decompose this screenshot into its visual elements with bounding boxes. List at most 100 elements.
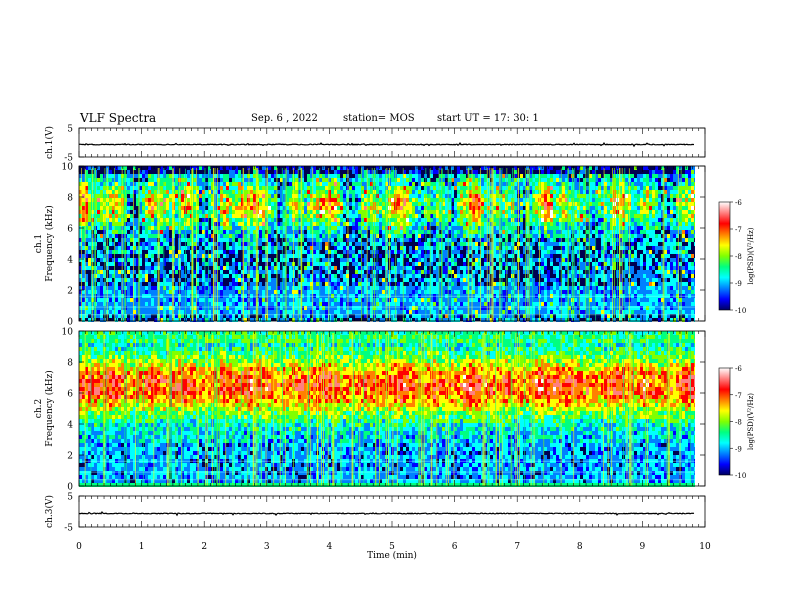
spectrogram-cell	[319, 282, 322, 286]
spectrogram-cell	[139, 190, 142, 194]
spectrogram-cell	[118, 270, 121, 274]
spectrogram-cell	[508, 218, 511, 222]
spectrogram-cell	[85, 234, 88, 238]
spectrogram-cell	[136, 274, 139, 278]
spectrogram-cell	[82, 222, 85, 226]
spectrogram-cell	[193, 206, 196, 210]
spectrogram-cell	[316, 206, 319, 210]
spectrogram-cell	[208, 202, 211, 206]
spectrogram-cell	[145, 310, 148, 314]
spectrogram-cell	[247, 246, 250, 250]
spectrogram-cell	[460, 278, 463, 282]
spectrogram-cell	[262, 178, 265, 182]
spectrogram-cell	[343, 298, 346, 302]
spectrogram-cell	[496, 310, 499, 314]
spectrogram-cell	[364, 178, 367, 182]
spectrogram-cell	[85, 302, 88, 306]
spectrogram-cell	[253, 266, 256, 270]
spectrogram-cell	[103, 222, 106, 226]
spectrogram-cell	[232, 226, 235, 230]
spectrogram-cell	[445, 186, 448, 190]
spectrogram-cell	[217, 210, 220, 214]
spectrogram-cell	[277, 302, 280, 306]
spectrogram-cell	[232, 310, 235, 314]
spectrogram-cell	[202, 198, 205, 202]
spectrogram-cell	[322, 210, 325, 214]
spectrogram-cell	[340, 310, 343, 314]
spectrogram-cell	[142, 210, 145, 214]
spectrogram-cell	[193, 238, 196, 242]
spectrogram-cell	[166, 238, 169, 242]
spectrogram-cell	[250, 202, 253, 206]
spectrogram-cell	[262, 234, 265, 238]
spectrogram-cell	[283, 286, 286, 290]
spectrogram-cell	[79, 278, 82, 282]
spectrogram-cell	[277, 270, 280, 274]
spectrogram-cell	[496, 250, 499, 254]
spectrogram-cell	[196, 258, 199, 262]
spectrogram-cell	[496, 210, 499, 214]
spectrogram-cell	[322, 214, 325, 218]
spectrogram-cell	[109, 302, 112, 306]
spectrogram-cell	[439, 226, 442, 230]
spectrogram-cell	[211, 238, 214, 242]
spectrogram-cell	[430, 206, 433, 210]
spectrogram-cell	[202, 190, 205, 194]
spectrogram-cell	[223, 214, 226, 218]
spectrogram-cell	[343, 302, 346, 306]
spectrogram-cell	[199, 286, 202, 290]
spectrogram-cell	[406, 226, 409, 230]
spectrogram-cell	[268, 222, 271, 226]
spectrogram-cell	[328, 230, 331, 234]
spectrogram-cell	[349, 242, 352, 246]
spectrogram-cell	[166, 194, 169, 198]
spectrogram-cell	[211, 234, 214, 238]
spectrogram-cell	[406, 286, 409, 290]
spectrogram-cell	[349, 210, 352, 214]
spectrogram-cell	[433, 258, 436, 262]
spectrogram-cell	[301, 206, 304, 210]
spectrogram-cell	[268, 210, 271, 214]
spectrogram-cell	[130, 238, 133, 242]
spectrogram-cell	[199, 210, 202, 214]
spectrogram-cell	[307, 206, 310, 210]
spectrogram-cell	[313, 202, 316, 206]
spectrogram-cell	[454, 258, 457, 262]
spectrogram-cell	[259, 282, 262, 286]
spectrogram-cell	[346, 302, 349, 306]
spectrogram-cell	[478, 226, 481, 230]
spectrogram-cell	[115, 314, 118, 318]
spectrogram-cell	[208, 178, 211, 182]
spectrogram-cell	[169, 210, 172, 214]
spectrogram-cell	[334, 266, 337, 270]
spectrogram-cell	[343, 246, 346, 250]
spectrogram-cell	[481, 214, 484, 218]
spectrogram-cell	[250, 230, 253, 234]
spectrogram-cell	[466, 198, 469, 202]
spectrogram-cell	[316, 250, 319, 254]
spectrogram-cell	[427, 186, 430, 190]
spectrogram-cell	[352, 282, 355, 286]
spectrogram-cell	[382, 186, 385, 190]
spectrogram-cell	[226, 202, 229, 206]
spectrogram-cell	[103, 218, 106, 222]
spectrogram-cell	[484, 202, 487, 206]
spectrogram-cell	[328, 250, 331, 254]
spectrogram-cell	[442, 270, 445, 274]
spectrogram-cell	[346, 290, 349, 294]
spectrogram-cell	[355, 186, 358, 190]
spectrogram-cell	[193, 174, 196, 178]
spectrogram-cell	[448, 258, 451, 262]
spectrogram-cell	[259, 310, 262, 314]
spectrogram-cell	[151, 218, 154, 222]
spectrogram-cell	[259, 270, 262, 274]
spectrogram-cell	[259, 234, 262, 238]
spectrogram-cell	[487, 194, 490, 198]
spectrogram-cell	[217, 206, 220, 210]
spectrogram-cell	[244, 266, 247, 270]
spectrogram-cell	[493, 210, 496, 214]
spectrogram-cell	[322, 174, 325, 178]
spectrogram-cell	[250, 282, 253, 286]
spectrogram-cell	[397, 298, 400, 302]
spectrogram-cell	[451, 174, 454, 178]
